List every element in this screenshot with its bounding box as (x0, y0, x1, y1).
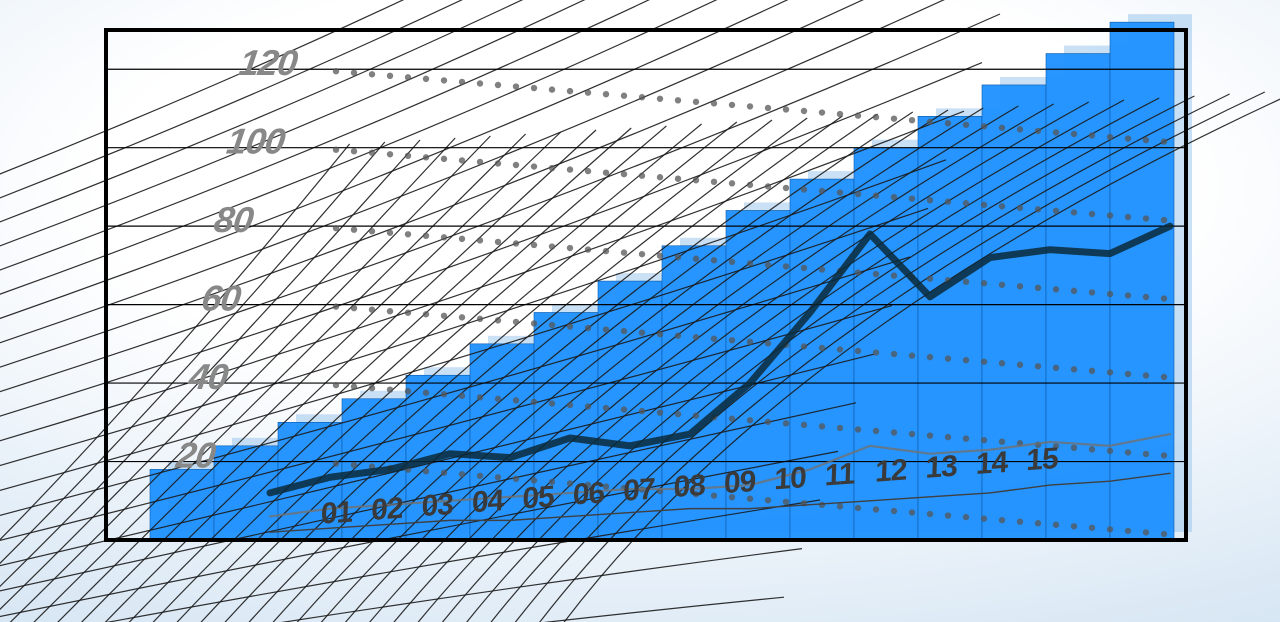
chart-container: 20 40 60 80 100 120 01 02 03 04 05 06 07 08 09 10 11 12 13… (0, 0, 1280, 622)
x-tick-label: 02 (371, 492, 404, 527)
x-tick-label: 10 (774, 461, 807, 496)
y-tick-label: 20 (173, 435, 219, 476)
x-tick-label: 11 (824, 457, 855, 492)
combo-chart: 20 40 60 80 100 120 01 02 03 04 05 06 07 08 09 10 11 12 13… (0, 0, 1280, 622)
x-tick-label: 06 (572, 476, 605, 511)
x-tick-label: 05 (522, 480, 555, 515)
y-tick-label: 40 (185, 356, 231, 397)
y-tick-label: 80 (212, 199, 257, 240)
bar (150, 469, 214, 540)
x-tick-label: 13 (925, 450, 958, 485)
x-tick-label: 04 (471, 484, 505, 519)
x-tick-label: 15 (1026, 442, 1059, 477)
x-tick-label: 14 (975, 446, 1009, 481)
y-tick-label: 120 (237, 42, 301, 83)
x-tick-label: 09 (723, 465, 756, 500)
bar (1110, 22, 1174, 540)
x-tick-label: 08 (673, 469, 706, 504)
x-tick-label: 07 (623, 473, 656, 508)
x-tick-label: 01 (320, 496, 353, 531)
y-tick-label: 60 (199, 278, 244, 319)
y-tick-label: 100 (224, 121, 288, 162)
x-tick-label: 12 (875, 453, 908, 488)
x-tick-label: 03 (421, 488, 454, 523)
